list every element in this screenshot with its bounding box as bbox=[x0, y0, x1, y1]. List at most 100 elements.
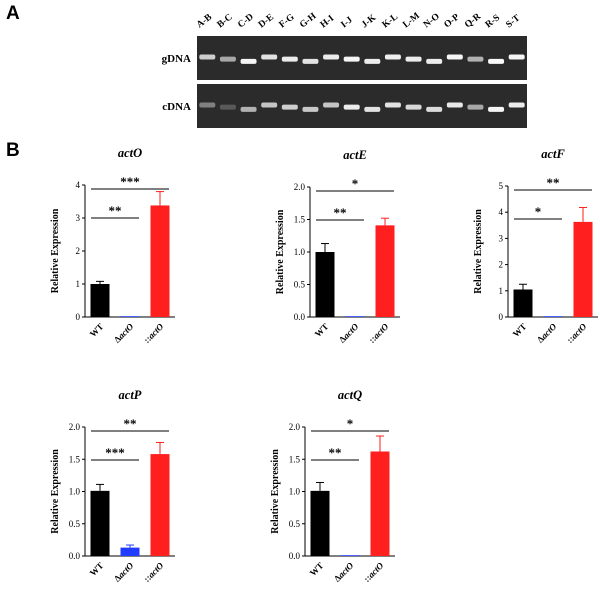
lane-label: L-M bbox=[401, 11, 422, 30]
panel-a-label: A bbox=[6, 3, 20, 24]
y-tick-label: 1.5 bbox=[289, 454, 301, 464]
category-label: WT bbox=[88, 560, 106, 578]
gel-band bbox=[384, 102, 401, 108]
gel-band bbox=[364, 58, 381, 64]
category-label: WT bbox=[313, 321, 331, 339]
bar bbox=[90, 284, 110, 317]
gel-band bbox=[240, 106, 257, 112]
y-tick-label: 3 bbox=[76, 213, 81, 223]
gel-band bbox=[467, 56, 484, 62]
category-label: ::actO bbox=[367, 321, 391, 345]
gel-band bbox=[219, 56, 236, 62]
y-tick-label: 0.0 bbox=[69, 551, 81, 561]
chart-actE: actE 0.0 0.5 1.0 1.5 2.0 Relative Expression WT… bbox=[275, 148, 400, 345]
y-tick-label: 2.0 bbox=[294, 182, 306, 192]
bar bbox=[90, 490, 110, 556]
significance-label: ** bbox=[547, 175, 560, 190]
bar bbox=[310, 490, 330, 556]
category-label: ::actO bbox=[565, 321, 589, 345]
lane-label: Q-R bbox=[463, 12, 483, 31]
lane-label: S-T bbox=[504, 13, 522, 30]
y-tick-label: 1.0 bbox=[294, 247, 306, 257]
y-tick-label: 1.0 bbox=[289, 487, 301, 497]
significance-label: *** bbox=[105, 445, 125, 460]
chart-title: actF bbox=[541, 147, 565, 161]
gel-band bbox=[364, 106, 381, 112]
gel-band bbox=[343, 56, 360, 62]
lane-label: F-G bbox=[278, 12, 298, 30]
category-label: WT bbox=[88, 321, 106, 339]
gel-band bbox=[467, 104, 484, 110]
gel-band bbox=[261, 102, 278, 108]
y-tick-label: 1 bbox=[499, 286, 504, 296]
lane-label: K-L bbox=[381, 12, 400, 30]
lane-label: J-K bbox=[360, 13, 379, 31]
bar bbox=[120, 547, 140, 556]
category-label: ΔactO bbox=[332, 560, 356, 584]
significance-label: ** bbox=[109, 203, 122, 218]
panel-b-label: B bbox=[6, 140, 20, 161]
significance-label: *** bbox=[120, 174, 140, 189]
y-tick-label: 4 bbox=[499, 207, 504, 217]
bar bbox=[345, 316, 365, 317]
bar bbox=[513, 289, 533, 317]
gel-band bbox=[199, 54, 216, 60]
y-tick-label: 1.5 bbox=[69, 454, 81, 464]
bar bbox=[340, 555, 360, 556]
bar bbox=[370, 451, 390, 556]
bar bbox=[150, 205, 170, 317]
gel-band bbox=[426, 58, 443, 64]
lane-label: O-P bbox=[443, 12, 462, 30]
gel-band bbox=[219, 104, 236, 110]
significance-label: ** bbox=[334, 205, 347, 220]
gel-band bbox=[302, 58, 319, 64]
category-label: ΔactO bbox=[337, 321, 361, 345]
y-tick-label: 0 bbox=[499, 312, 504, 322]
y-axis-label: Relative Expression bbox=[270, 449, 281, 534]
gel-band bbox=[405, 104, 422, 110]
gel-band bbox=[405, 56, 422, 62]
gel-band bbox=[261, 54, 278, 60]
y-tick-label: 2 bbox=[76, 246, 81, 256]
category-label: ΔactO bbox=[112, 321, 136, 345]
bar bbox=[120, 316, 140, 317]
y-tick-label: 0.5 bbox=[294, 280, 306, 290]
category-label: WT bbox=[511, 321, 529, 339]
y-tick-label: 1.0 bbox=[69, 487, 81, 497]
significance-label: ** bbox=[124, 416, 137, 431]
gel-band bbox=[302, 106, 319, 112]
category-label: ΔactO bbox=[112, 560, 136, 584]
gel-band bbox=[508, 54, 525, 60]
lane-label: G-H bbox=[298, 11, 319, 30]
chart-title: actO bbox=[118, 146, 142, 160]
category-label: ΔactO bbox=[535, 321, 559, 345]
lane-label: B-C bbox=[216, 12, 235, 30]
y-tick-label: 0.0 bbox=[294, 312, 306, 322]
gel-band bbox=[323, 102, 340, 108]
gel-band bbox=[240, 58, 257, 64]
category-label: ::actO bbox=[142, 560, 166, 584]
chart-title: actQ bbox=[338, 388, 362, 402]
gel-band bbox=[426, 106, 443, 112]
category-label: ::actO bbox=[142, 321, 166, 345]
bar bbox=[573, 221, 593, 317]
chart-actP: actP 0.0 0.5 1.0 1.5 2.0 Relative Expression WT… bbox=[50, 388, 175, 584]
significance-label: ** bbox=[329, 445, 342, 460]
gel-band bbox=[199, 102, 216, 108]
gel-row-label: cDNA bbox=[162, 101, 191, 113]
bar bbox=[543, 316, 563, 317]
y-tick-label: 2.0 bbox=[289, 422, 301, 432]
gel-image: A-B B-C C-D D-E F-G G-H H-I I-J J-K K-L L-M N-O O-P Q… bbox=[162, 11, 527, 128]
y-axis-label: Relative Expression bbox=[50, 208, 61, 293]
y-tick-label: 0.0 bbox=[289, 551, 301, 561]
gel-band bbox=[343, 104, 360, 110]
y-tick-label: 1.5 bbox=[294, 215, 306, 225]
gel-band bbox=[323, 54, 340, 60]
significance-label: * bbox=[347, 416, 354, 431]
gel-band bbox=[281, 104, 298, 110]
y-tick-label: 4 bbox=[76, 180, 81, 190]
chart-title: actP bbox=[119, 388, 142, 402]
